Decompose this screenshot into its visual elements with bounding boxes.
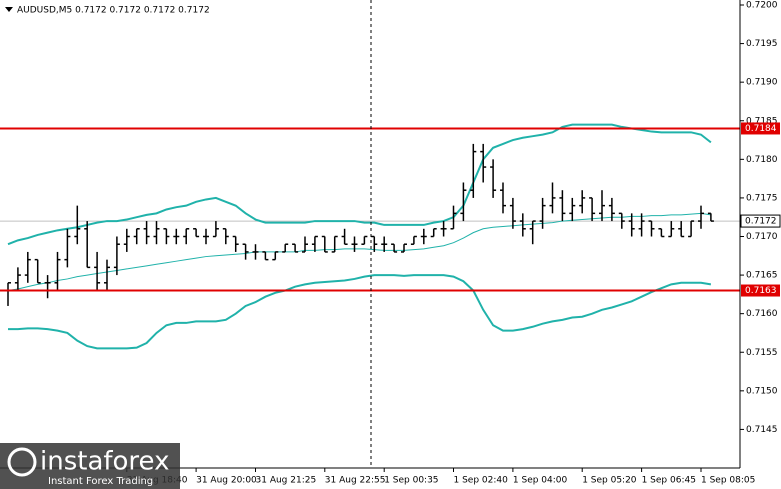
logo-icon xyxy=(7,447,37,477)
last-price-box xyxy=(740,214,781,228)
y-tick-label: 0.7190 xyxy=(746,78,778,88)
y-tick-label: 0.7155 xyxy=(746,348,778,358)
x-tick-label: 1 Sep 04:00 xyxy=(513,476,568,486)
y-tick-label: 0.7180 xyxy=(746,155,778,165)
x-tick-label: 31 Aug 21:25 xyxy=(256,476,317,486)
level-label-box xyxy=(741,284,780,297)
x-tick-label: 1 Sep 02:40 xyxy=(454,476,509,486)
logo: instaforex Instant Forex Trading xyxy=(0,443,180,489)
y-tick-label: 0.7175 xyxy=(746,193,778,203)
y-tick-label: 0.7195 xyxy=(746,39,778,49)
dropdown-icon xyxy=(5,7,13,12)
level-label: 0.7184 xyxy=(745,124,777,134)
level-label: 0.7163 xyxy=(745,286,777,296)
y-tick-label: 0.7170 xyxy=(746,232,778,242)
chart-title: AUDUSD,M5 0.7172 0.7172 0.7172 0.7172 xyxy=(17,6,210,16)
plot-area xyxy=(0,123,740,350)
x-tick-label: 1 Sep 00:35 xyxy=(384,476,438,486)
y-tick-label: 0.7160 xyxy=(746,309,778,319)
bollinger-band xyxy=(8,274,712,350)
x-tick-label: 31 Aug 22:55 xyxy=(325,476,386,486)
y-tick-label: 0.7145 xyxy=(746,425,778,435)
y-tick-label: 0.7165 xyxy=(746,271,778,281)
x-tick-label: 1 Sep 08:05 xyxy=(701,476,755,486)
last-price-label: 0.7172 xyxy=(745,217,777,227)
logo-tagline: Instant Forex Trading xyxy=(48,476,153,487)
y-tick-label: 0.7200 xyxy=(746,1,778,11)
level-label-box xyxy=(741,122,780,135)
x-tick-label: 1 Sep 05:20 xyxy=(582,476,637,486)
y-tick-label: 0.7185 xyxy=(746,116,778,126)
bollinger-band xyxy=(7,212,711,292)
logo-name: instaforex xyxy=(40,447,169,477)
x-tick-label: 1 Sep 06:45 xyxy=(642,476,696,486)
y-tick-label: 0.7150 xyxy=(746,386,778,396)
x-tick-label: 31 Aug 20:00 xyxy=(196,476,257,486)
bollinger-band xyxy=(7,123,712,246)
